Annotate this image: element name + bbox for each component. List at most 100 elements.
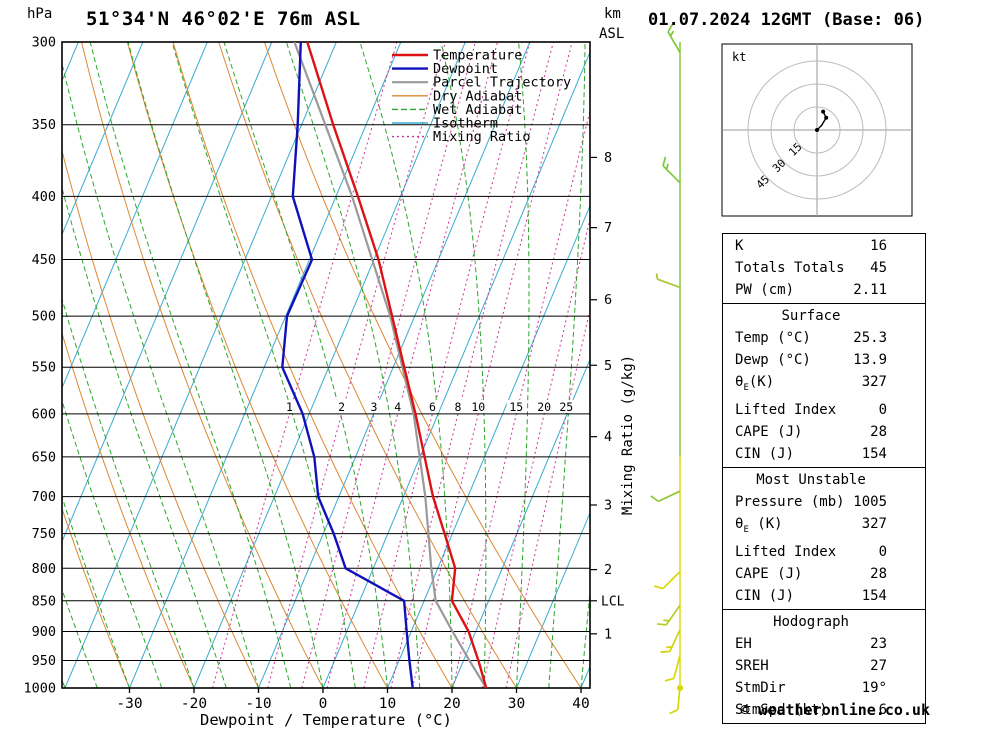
stats-label: EH <box>735 635 752 652</box>
hodograph-trace-dot <box>821 109 826 114</box>
stats-row: StmDir 19° <box>723 677 925 699</box>
hodograph-trace-dot <box>815 128 819 132</box>
stats-label: K <box>735 238 744 254</box>
svg-text:-20: -20 <box>181 696 207 712</box>
svg-text:350: 350 <box>32 117 56 133</box>
svg-text:900: 900 <box>32 624 56 640</box>
stats-row: Dewp (°C) 13.9 <box>723 349 925 371</box>
stats-row: Temp (°C) 25.3 <box>723 327 925 349</box>
stats-value: 327 <box>861 374 887 390</box>
svg-text:550: 550 <box>32 360 56 376</box>
stats-section-header: Surface <box>781 308 841 324</box>
stats-row: CIN (J) 154 <box>723 585 925 607</box>
stats-value: 28 <box>870 423 887 440</box>
stats-table: K 16 Totals Totals 45 PW (cm) 2.11 Surface Temp… <box>722 233 926 724</box>
svg-text:10: 10 <box>379 696 396 712</box>
svg-text:Dewpoint: Dewpoint <box>433 61 498 77</box>
stats-value: 23 <box>870 635 887 652</box>
stats-value: 327 <box>861 515 887 532</box>
stats-section-header: Hodograph <box>773 613 849 630</box>
asl-unit-label: ASL <box>599 26 625 42</box>
stats-value: 154 <box>861 587 887 604</box>
svg-text:20: 20 <box>537 400 551 414</box>
svg-text:3: 3 <box>604 497 612 513</box>
stats-value: 0 <box>878 543 887 560</box>
stats-section: Most Unstable Pressure (mb) 1005 θE (K) 327 L… <box>723 466 925 609</box>
svg-text:15: 15 <box>509 400 523 414</box>
wind-barb <box>660 629 681 653</box>
stats-row: EH 23 <box>723 633 925 655</box>
stats-row: SREH 27 <box>723 655 925 677</box>
svg-text:850: 850 <box>32 593 56 609</box>
svg-text:Wet Adiabat: Wet Adiabat <box>433 102 522 118</box>
mixing-ratio-labels: 1 2 3 4 6 8 10 15 20 25 <box>283 399 576 414</box>
wind-barb-column <box>650 23 683 715</box>
svg-text:-10: -10 <box>245 696 271 712</box>
svg-text:10: 10 <box>471 400 485 414</box>
stats-value: 1005 <box>853 493 887 510</box>
stats-value: 0 <box>878 401 887 418</box>
stats-row: Lifted Index 0 <box>723 399 925 421</box>
stats-section: Surface Temp (°C) 25.3 Dewp (°C) 13.9 θE(K) 32… <box>723 303 925 467</box>
pressure-labels: 300 350 400 450 500 550 600 650 700 750 800 850 900 9… <box>23 35 56 697</box>
isotherm-lines <box>62 42 590 688</box>
x-axis-title: Dewpoint / Temperature (°C) <box>200 711 452 729</box>
stats-value: 45 <box>870 260 887 276</box>
stats-label: SREH <box>735 657 769 674</box>
dewpoint-curve <box>281 42 414 688</box>
svg-text:4: 4 <box>604 429 612 445</box>
stats-label: θE (K) <box>735 515 783 535</box>
stats-label: Pressure (mb) <box>735 493 845 510</box>
stats-row: K 16 <box>723 235 925 257</box>
stats-value: 16 <box>870 238 887 254</box>
station-title: 51°34'N 46°02'E 76m ASL <box>86 8 361 30</box>
stats-row: Pressure (mb) 1005 <box>723 491 925 513</box>
svg-text:600: 600 <box>32 406 56 422</box>
svg-text:400: 400 <box>32 189 56 205</box>
km-axis: 8 7 6 5 4 3 2 1 LCL <box>590 150 625 642</box>
stats-row: Totals Totals 45 <box>723 257 925 279</box>
temperature-axis: -30 -20 -10 0 10 20 30 40 <box>116 688 590 712</box>
svg-text:8: 8 <box>454 400 461 414</box>
stats-row: θE(K) 327 <box>723 371 925 399</box>
wet-adiabat-lines <box>62 42 590 688</box>
svg-text:1000: 1000 <box>23 681 56 697</box>
hodograph-ring <box>770 83 864 177</box>
stats-section-header: Most Unstable <box>756 471 866 488</box>
stats-value: 27 <box>870 657 887 674</box>
svg-text:700: 700 <box>32 489 56 505</box>
svg-text:3: 3 <box>370 400 377 414</box>
stats-label: CAPE (J) <box>735 423 803 440</box>
svg-text:800: 800 <box>32 561 56 577</box>
svg-text:5: 5 <box>604 358 612 374</box>
stats-label: CAPE (J) <box>735 565 803 582</box>
svg-text:6: 6 <box>429 400 436 414</box>
stats-row: CAPE (J) 28 <box>723 421 925 443</box>
stats-label: CIN (J) <box>735 587 795 604</box>
svg-text:Dry Adiabat: Dry Adiabat <box>433 88 522 104</box>
stats-row: StmSpd (kt) 6 <box>723 699 925 721</box>
temperature-curve <box>306 42 488 688</box>
svg-text:750: 750 <box>32 526 56 542</box>
stats-label: Lifted Index <box>735 401 837 418</box>
svg-text:450: 450 <box>32 252 56 268</box>
stats-value: 25.3 <box>853 330 887 346</box>
hodograph-trace <box>816 111 827 131</box>
pressure-unit-label: hPa <box>27 6 53 22</box>
stats-row: CAPE (J) 28 <box>723 563 925 585</box>
svg-text:650: 650 <box>32 449 56 465</box>
svg-text:LCL: LCL <box>601 594 625 609</box>
svg-text:8: 8 <box>604 150 612 166</box>
svg-text:6: 6 <box>604 292 612 308</box>
hodograph-ring <box>793 106 841 154</box>
wind-barb <box>669 685 681 715</box>
copyright: © weatheronline.co.uk <box>740 701 930 719</box>
svg-text:40: 40 <box>572 696 589 712</box>
stats-value: 6 <box>878 701 887 718</box>
hodograph-unit-label: kt <box>732 50 746 64</box>
wind-barb <box>653 570 681 590</box>
svg-text:1: 1 <box>286 400 293 414</box>
